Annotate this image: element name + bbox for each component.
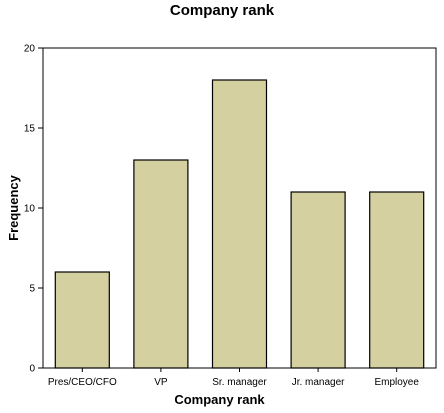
bar-sr-manager — [211, 79, 268, 369]
bar-pres-ceo-cfo — [54, 271, 110, 369]
y-tick-label: 5 — [29, 284, 35, 295]
chart-title: Company rank — [169, 2, 275, 19]
y-tick-label: 10 — [24, 204, 36, 215]
bar-jr-manager — [290, 191, 346, 369]
x-axis-title: Company rank — [174, 392, 265, 407]
x-tick-label: Sr. manager — [212, 377, 267, 388]
bar-employee — [369, 191, 425, 369]
x-tick-label: VP — [154, 377, 168, 388]
y-tick-label: 15 — [24, 124, 36, 135]
x-tick-label: Pres/CEO/CFO — [48, 377, 117, 388]
y-tick-label: 20 — [24, 44, 36, 55]
y-tick-label: 0 — [29, 364, 35, 375]
x-tick-label: Jr. manager — [292, 377, 345, 388]
y-axis-title: Frequency — [6, 174, 21, 241]
x-tick-label: Employee — [374, 377, 419, 388]
bar-vp — [133, 159, 189, 369]
